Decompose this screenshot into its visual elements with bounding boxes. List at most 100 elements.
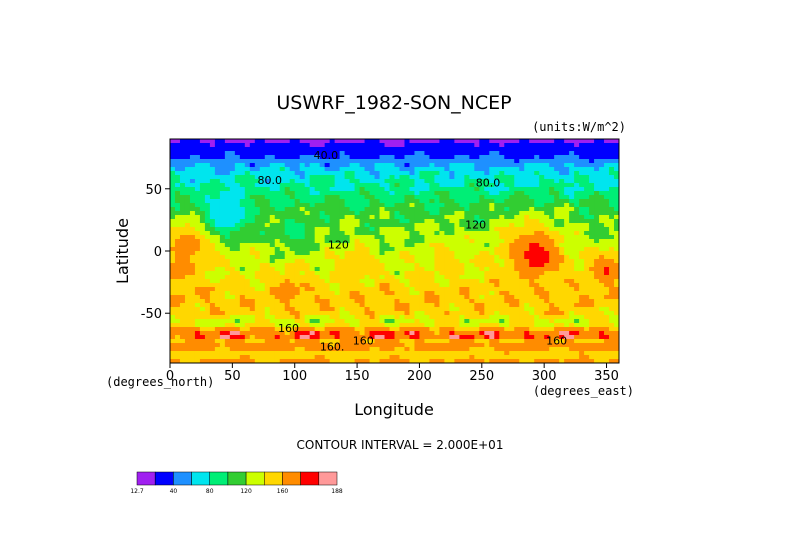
heatmap-cell	[179, 179, 186, 184]
heatmap-cell	[259, 243, 266, 248]
heatmap-cell	[309, 207, 316, 212]
heatmap-cell	[569, 327, 575, 332]
heatmap-cell	[504, 271, 510, 276]
heatmap-cell	[269, 339, 276, 344]
heatmap-cell	[259, 355, 266, 360]
heatmap-cell	[349, 143, 356, 148]
heatmap-cell	[294, 139, 301, 144]
heatmap-cell	[204, 199, 211, 204]
heatmap-cell	[319, 263, 326, 268]
heatmap-cell	[314, 167, 321, 172]
heatmap-cell	[289, 151, 296, 156]
heatmap-cell	[344, 247, 351, 252]
heatmap-cell	[494, 331, 500, 336]
heatmap-cell	[414, 343, 421, 348]
heatmap-cell	[544, 211, 550, 216]
heatmap-cell	[579, 283, 585, 288]
heatmap-cell	[344, 203, 351, 208]
heatmap-cell	[524, 151, 530, 156]
heatmap-cell	[179, 199, 186, 204]
heatmap-cell	[489, 207, 495, 212]
heatmap-cell	[174, 335, 181, 340]
heatmap-cell	[234, 291, 241, 296]
heatmap-cell	[509, 267, 515, 272]
heatmap-cell	[254, 311, 261, 316]
heatmap-cell	[379, 175, 386, 180]
heatmap-cell	[534, 327, 540, 332]
heatmap-cell	[424, 255, 431, 260]
heatmap-cell	[429, 271, 436, 276]
heatmap-cell	[514, 263, 520, 268]
heatmap-cell	[479, 339, 485, 344]
heatmap-cell	[249, 143, 256, 148]
heatmap-cell	[504, 163, 510, 168]
heatmap-cell	[429, 151, 436, 156]
heatmap-cell	[604, 291, 610, 296]
heatmap-cell	[539, 211, 545, 216]
heatmap-cell	[369, 163, 376, 168]
heatmap-cell	[469, 271, 475, 276]
heatmap-cell	[264, 311, 271, 316]
heatmap-cell	[259, 267, 266, 272]
heatmap-cell	[249, 243, 256, 248]
heatmap-cell	[424, 151, 431, 156]
heatmap-cell	[269, 303, 276, 308]
heatmap-cell	[569, 163, 575, 168]
heatmap-cell	[404, 251, 411, 256]
heatmap-cell	[279, 235, 286, 240]
heatmap-cell	[249, 271, 256, 276]
heatmap-cell	[519, 259, 525, 264]
heatmap-cell	[409, 239, 416, 244]
heatmap-cell	[474, 319, 480, 324]
heatmap-cell	[509, 159, 515, 164]
heatmap-cell	[264, 283, 271, 288]
heatmap-cell	[464, 231, 470, 236]
heatmap-cell	[584, 159, 590, 164]
heatmap-cell	[359, 239, 366, 244]
heatmap-cell	[464, 139, 470, 144]
heatmap-cell	[614, 347, 619, 352]
heatmap-cell	[209, 175, 216, 180]
heatmap-cell	[494, 335, 500, 340]
heatmap-cell	[299, 231, 306, 236]
heatmap-cell	[244, 287, 251, 292]
heatmap-cell	[369, 331, 376, 336]
heatmap-cell	[234, 247, 241, 252]
heatmap-cell	[484, 199, 490, 204]
heatmap-cell	[364, 275, 371, 280]
heatmap-cell	[259, 347, 266, 352]
heatmap-cell	[309, 275, 316, 280]
heatmap-cell	[239, 203, 246, 208]
heatmap-cell	[529, 203, 535, 208]
heatmap-cell	[559, 199, 565, 204]
heatmap-cell	[564, 155, 570, 160]
heatmap-cell	[604, 175, 610, 180]
heatmap-cell	[199, 167, 206, 172]
heatmap-cell	[524, 339, 530, 344]
heatmap-cell	[524, 259, 530, 264]
heatmap-cell	[214, 151, 221, 156]
heatmap-cell	[264, 275, 271, 280]
heatmap-cell	[399, 263, 406, 268]
heatmap-cell	[439, 271, 445, 276]
heatmap-cell	[314, 243, 321, 248]
heatmap-cell	[369, 359, 376, 363]
heatmap-cell	[549, 323, 555, 328]
heatmap-cell	[324, 299, 331, 304]
heatmap-cell	[474, 339, 480, 344]
heatmap-cell	[394, 323, 401, 328]
heatmap-cell	[424, 299, 431, 304]
heatmap-cell	[170, 243, 176, 248]
heatmap-cell	[604, 275, 610, 280]
heatmap-cell	[349, 227, 356, 232]
heatmap-cell	[254, 223, 261, 228]
heatmap-cell	[219, 359, 226, 363]
heatmap-cell	[534, 175, 540, 180]
heatmap-cell	[369, 311, 376, 316]
heatmap-cell	[614, 331, 619, 336]
heatmap-cell	[429, 327, 436, 332]
heatmap-cell	[214, 351, 221, 356]
heatmap-cell	[339, 175, 346, 180]
heatmap-cell	[594, 339, 600, 344]
heatmap-cell	[474, 335, 480, 340]
